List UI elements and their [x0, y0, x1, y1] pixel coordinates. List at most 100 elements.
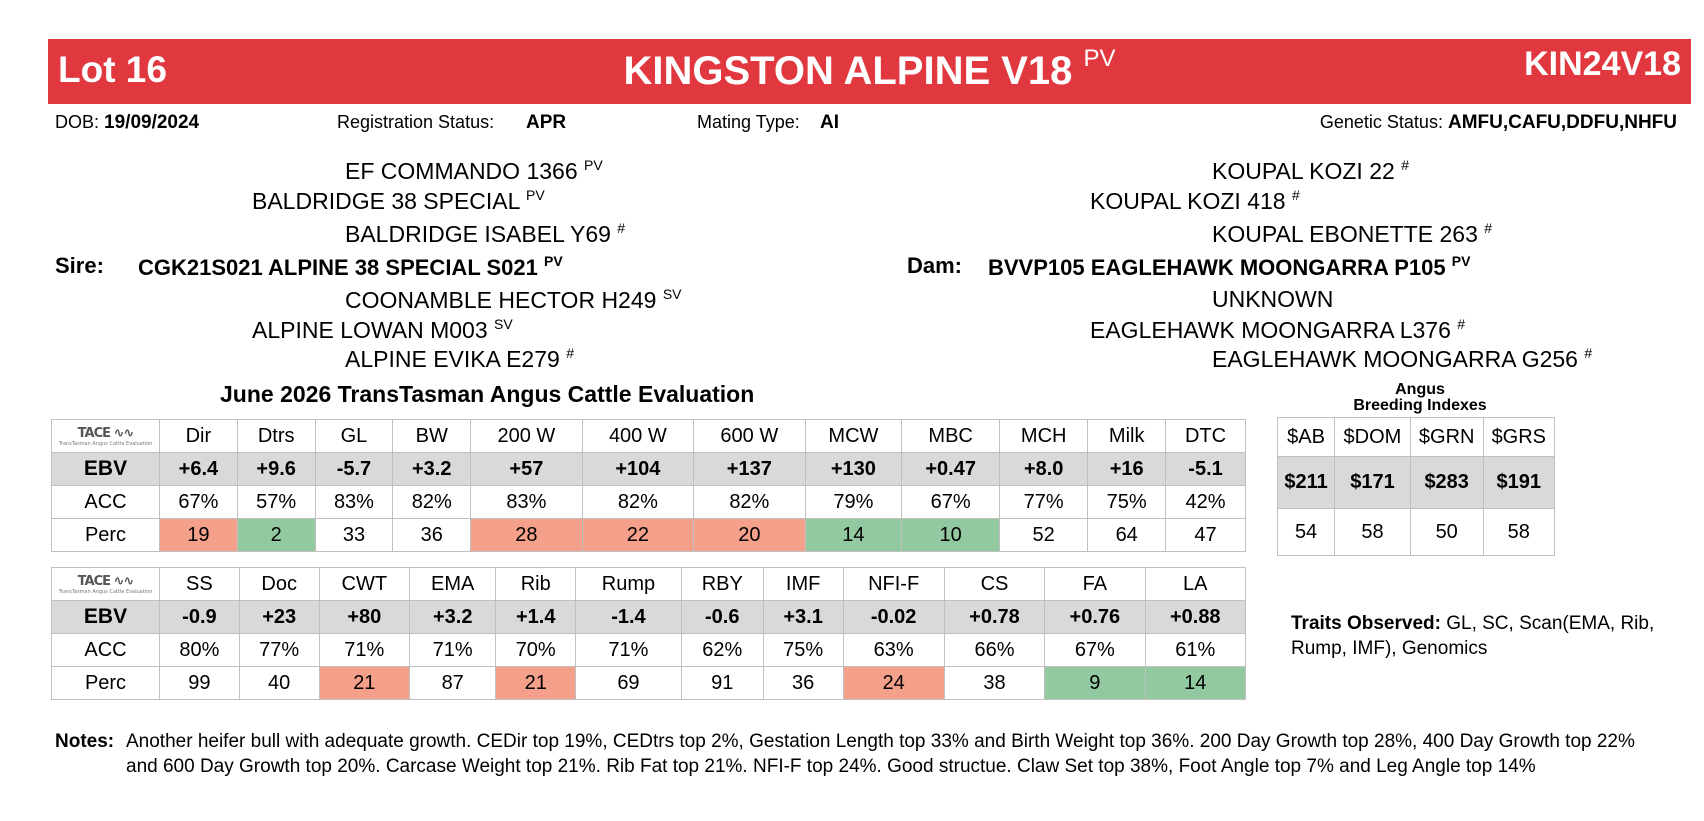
d-sire-sire-name: KOUPAL KOZI 22	[1212, 158, 1395, 184]
tace-logo-text: TACE	[77, 573, 111, 589]
index-perc: 54	[1277, 508, 1336, 556]
trait-name: Doc	[239, 567, 320, 601]
perc-value: 24	[843, 666, 945, 700]
ss-sire-name: EF COMMANDO 1366	[345, 158, 578, 184]
acc-value: 63%	[843, 633, 945, 667]
trait-name: MBC	[901, 419, 1001, 453]
perc-value: 38	[944, 666, 1046, 700]
sire-sup: PV	[543, 253, 563, 269]
animal-name-text: KINGSTON ALPINE V18	[623, 49, 1073, 93]
ebv-value: +57	[470, 452, 583, 486]
s-dam-dam-sup: #	[566, 345, 574, 361]
tace-logo: TACE ∿∿ TransTasman Angus Cattle Evaluati…	[51, 419, 160, 453]
acc-value: 82%	[582, 485, 695, 519]
ebv-value: +0.47	[901, 452, 1001, 486]
lot-number: Lot 16	[58, 49, 167, 90]
acc-value: 83%	[315, 485, 394, 519]
perc-row: Perc 19 2 33 36 28 22 20 14 10 52 64 47	[51, 518, 1246, 552]
acc-value: 71%	[319, 633, 411, 667]
traits-observed-text: GL, SC, Scan(EMA, Rib, Rump, IMF), Genom…	[1291, 613, 1655, 659]
ebv-value: +3.1	[763, 600, 844, 634]
dob-value: 19/09/2024	[104, 112, 200, 133]
trait-name: CS	[944, 567, 1046, 601]
pedigree-dam-dam-dam: EAGLEHAWK MOONGARRA G256 #	[1212, 345, 1592, 373]
animal-ident: KIN24V18	[1524, 45, 1681, 83]
s-dam-sire-sup: SV	[662, 286, 682, 302]
acc-value: 71%	[575, 633, 682, 667]
perc-value: 14	[1145, 666, 1247, 700]
perc-value: 19	[159, 518, 238, 552]
ebv-value: +9.6	[237, 452, 316, 486]
index-table: $AB $DOM $GRN $GRS $211 $171 $283 $191 54 58 50 5…	[1277, 417, 1556, 556]
acc-value: 79%	[805, 485, 903, 519]
trait-name: DTC	[1165, 419, 1246, 453]
acc-value: 61%	[1145, 633, 1247, 667]
mating-value-text: AI	[820, 112, 839, 133]
acc-value: 66%	[944, 633, 1046, 667]
trait-name: MCW	[805, 419, 903, 453]
trait-name: BW	[392, 419, 472, 453]
ebv-table-2: TACE ∿∿ TransTasman Angus Cattle Evaluati…	[51, 567, 1247, 700]
acc-value: 82%	[693, 485, 806, 519]
ebv-value: -5.7	[315, 452, 394, 486]
trait-name: Dtrs	[237, 419, 316, 453]
d-dam-name: EAGLEHAWK MOONGARRA L376	[1090, 317, 1451, 343]
acc-value: 67%	[1044, 633, 1146, 667]
trait-name: MCH	[999, 419, 1089, 453]
indexes-title-line2: Breeding Indexes	[1353, 397, 1487, 414]
index-name: $GRS	[1483, 417, 1556, 457]
dob-info: DOB: 19/09/2024	[55, 112, 199, 134]
perc-value: 91	[681, 666, 764, 700]
traits-observed: Traits Observed: GL, SC, Scan(EMA, Rib, …	[1291, 611, 1701, 661]
ebv-value: +6.4	[159, 452, 238, 486]
dam-sup: PV	[1451, 253, 1471, 269]
trait-name: SS	[159, 567, 240, 601]
ebv-value: -5.1	[1165, 452, 1246, 486]
perc-value: 21	[495, 666, 577, 700]
d-dam-sup: #	[1457, 316, 1466, 332]
trait-name: Milk	[1087, 419, 1167, 453]
acc-row: ACC 80% 77% 71% 71% 70% 71% 62% 75% 63% 66% 67% 61%	[51, 633, 1247, 667]
pedigree-sire-dam: ALPINE LOWAN M003 SV	[252, 316, 513, 344]
tace-logo-text: TACE	[77, 425, 111, 441]
lot-banner: Lot 16 KINGSTON ALPINE V18 PV KIN24V18	[48, 39, 1691, 104]
ebv-row: EBV -0.9 +23 +80 +3.2 +1.4 -1.4 -0.6 +3.1 -0.02 +0…	[51, 600, 1247, 634]
registration-value-text: APR	[526, 112, 567, 133]
pedigree-sire-dam-dam: ALPINE EVIKA E279 #	[345, 345, 574, 373]
index-name-row: $AB $DOM $GRN $GRS	[1277, 417, 1556, 457]
genetic-value: AMFU,CAFU,DDFU,NHFU	[1447, 112, 1677, 133]
d-dam-dam-sup: #	[1584, 345, 1593, 361]
dam: BVVP105 EAGLEHAWK MOONGARRA P105 PV	[988, 253, 1470, 281]
pedigree-sire-sire-sire: EF COMMANDO 1366 PV	[345, 157, 603, 185]
d-sire-sup: #	[1291, 187, 1300, 203]
trait-name: Dir	[159, 419, 238, 453]
perc-value: 21	[319, 666, 411, 700]
tace-logo: TACE ∿∿ TransTasman Angus Cattle Evaluati…	[51, 567, 160, 601]
mating-value: AI	[820, 112, 839, 134]
trait-name: Rib	[495, 567, 577, 601]
ebv-value: +0.88	[1145, 600, 1247, 634]
notes-label: Notes:	[55, 731, 115, 752]
genetic-status: Genetic Status: AMFU,CAFU,DDFU,NHFU	[1320, 112, 1677, 134]
trait-header-row: TACE ∿∿ TransTasman Angus Cattle Evaluati…	[51, 567, 1247, 601]
index-perc: 58	[1334, 508, 1411, 556]
pedigree-dam-sire-dam: KOUPAL EBONETTE 263 #	[1212, 220, 1492, 248]
ebv-value: +1.4	[495, 600, 577, 634]
animal-name-sup: PV	[1083, 45, 1116, 72]
pedigree-dam-dam-sire: UNKNOWN	[1212, 286, 1333, 313]
s-dam-sire-name: COONAMBLE HECTOR H249	[345, 287, 657, 313]
acc-value: 57%	[237, 485, 316, 519]
acc-value: 80%	[159, 633, 240, 667]
acc-value: 77%	[239, 633, 320, 667]
perc-value: 87	[409, 666, 497, 700]
sire-name: CGK21S021 ALPINE 38 SPECIAL S021	[138, 255, 538, 280]
trait-name: NFI-F	[843, 567, 945, 601]
perc-value: 99	[159, 666, 240, 700]
trait-name: Rump	[575, 567, 682, 601]
acc-value: 67%	[901, 485, 1001, 519]
ebv-value: +0.76	[1044, 600, 1146, 634]
ebv-value: +0.78	[944, 600, 1046, 634]
ebv-value: +23	[239, 600, 320, 634]
trait-name: IMF	[763, 567, 844, 601]
perc-value: 2	[237, 518, 316, 552]
